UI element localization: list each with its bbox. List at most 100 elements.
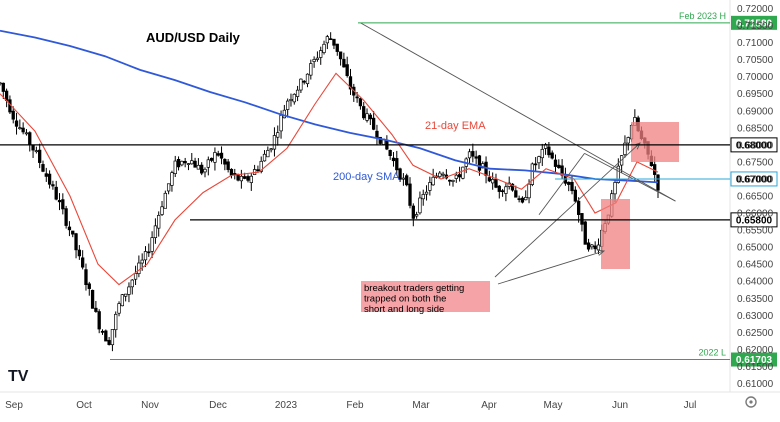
candle-body — [596, 244, 601, 251]
time-tick-label: Jul — [684, 400, 697, 411]
time-tick-label: Sep — [5, 400, 23, 411]
level-price-label: 0.61703 — [736, 355, 773, 366]
candle-body — [401, 177, 406, 180]
candle-body — [431, 176, 435, 186]
candle-body — [342, 58, 346, 68]
candle-body — [428, 182, 432, 191]
candle-body — [114, 313, 118, 331]
candle-body — [77, 249, 82, 257]
candle-body — [44, 173, 48, 177]
candle-body — [74, 233, 78, 251]
candle-body — [530, 163, 535, 185]
candle-body — [613, 182, 617, 195]
price-tick-label: 0.64000 — [737, 277, 774, 288]
candle-body — [97, 311, 101, 330]
candle-body — [216, 153, 220, 156]
candle-body — [11, 110, 15, 120]
price-tick-label: 0.69000 — [737, 106, 774, 117]
price-tick-label: 0.63000 — [737, 311, 774, 322]
gear-icon-center — [749, 400, 753, 404]
candlestick-series — [0, 32, 660, 352]
candle-body — [626, 137, 630, 144]
candle-body — [540, 148, 544, 159]
tradingview-logo: TV — [8, 368, 29, 385]
sma-label: 200-day SMA — [333, 171, 400, 183]
chart-title: AUD/USD Daily — [146, 30, 241, 45]
candle-body — [368, 114, 372, 120]
candle-body — [107, 340, 111, 345]
candle-body — [170, 172, 174, 186]
candle-body — [457, 174, 462, 178]
candle-body — [438, 172, 442, 178]
candle-body — [325, 36, 329, 44]
candle-body — [497, 185, 501, 192]
candle-body — [358, 98, 363, 107]
candle-body — [418, 197, 422, 214]
gear-icon[interactable] — [745, 396, 757, 408]
time-tick-label: Mar — [412, 400, 430, 411]
candle-body — [292, 93, 296, 103]
trend-line-segment — [584, 152, 676, 202]
candle-body — [104, 330, 108, 342]
time-tick-label: Feb — [346, 400, 364, 411]
candle-body — [487, 177, 492, 182]
candle-body — [461, 166, 465, 179]
candle-body — [355, 96, 359, 99]
candle-body — [249, 175, 253, 183]
candle-body — [219, 152, 224, 159]
candle-body — [90, 289, 95, 309]
trap-zone-high — [631, 122, 679, 162]
candle-body — [448, 179, 452, 182]
candle-body — [441, 173, 445, 176]
candle-body — [338, 51, 343, 60]
candle-body — [279, 115, 283, 132]
candle-body — [500, 190, 505, 193]
price-tick-label: 0.70500 — [737, 55, 774, 66]
candle-body — [160, 206, 164, 215]
candle-body — [414, 214, 419, 217]
price-axis[interactable]: 0.72000 0.71500 0.71000 0.70500 0.70000 0.695… — [737, 4, 774, 390]
candle-body — [137, 262, 141, 275]
level-price-box[interactable] — [730, 212, 778, 228]
settings-button[interactable] — [745, 396, 757, 408]
candle-body — [345, 64, 349, 76]
level-price-box[interactable] — [731, 15, 777, 30]
time-tick-label: Nov — [141, 400, 159, 411]
price-tick-label: 0.70000 — [737, 72, 774, 83]
candle-body — [180, 160, 184, 166]
candle-body — [315, 57, 320, 60]
level-price-box[interactable] — [730, 171, 778, 187]
trap-zone-low — [601, 199, 630, 269]
candle-body — [130, 279, 134, 288]
candle-body — [38, 149, 42, 163]
candle-body — [71, 230, 75, 235]
candle-body — [209, 157, 214, 161]
candle-body — [474, 156, 478, 159]
level-price-box[interactable] — [730, 137, 778, 153]
candle-body — [477, 155, 482, 171]
time-axis[interactable]: Sep Oct Nov Dec 2023 Feb Mar Apr May Jun Jul — [5, 400, 696, 411]
candle-body — [18, 127, 22, 129]
candle-body — [110, 329, 115, 346]
candle-body — [200, 164, 204, 174]
candle-body — [203, 168, 207, 173]
candle-body — [421, 194, 425, 200]
level-note: 2022 L — [698, 348, 726, 358]
candle-body — [322, 43, 326, 53]
candle-body — [150, 237, 154, 252]
candle-body — [547, 146, 551, 156]
candle-body — [153, 225, 158, 239]
candle-body — [527, 183, 531, 199]
candle-body — [127, 286, 131, 295]
price-tick-label: 0.68000 — [737, 140, 774, 151]
price-tick-label: 0.63500 — [737, 294, 774, 305]
candle-body — [282, 109, 287, 119]
candle-body — [84, 269, 88, 285]
candle-body — [166, 183, 171, 192]
level-price-box[interactable] — [731, 352, 777, 367]
ema-21-line — [0, 72, 659, 286]
candle-body — [454, 174, 458, 179]
candle-body — [583, 221, 587, 245]
candle-body — [259, 160, 263, 172]
